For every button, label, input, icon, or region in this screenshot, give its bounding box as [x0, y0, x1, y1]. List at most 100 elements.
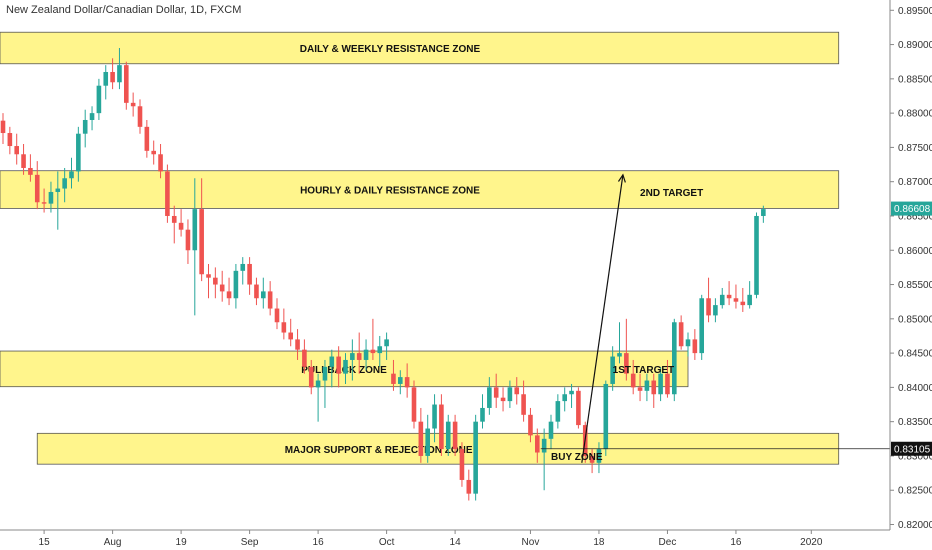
- candle-body: [651, 380, 657, 395]
- marked-level-tag: [891, 441, 932, 456]
- zones-layer: DAILY & WEEKLY RESISTANCE ZONE HOURLY & D…: [0, 31, 840, 465]
- candle-body: [466, 479, 472, 494]
- candle-body: [603, 383, 609, 450]
- candle-body: [699, 298, 704, 354]
- x-tick-label: Sep: [241, 537, 259, 548]
- candle-body: [178, 222, 184, 230]
- x-tick-label: 19: [176, 537, 188, 548]
- candle-body: [96, 85, 102, 114]
- candle-body: [28, 167, 33, 175]
- x-tick-label: 16: [730, 537, 742, 548]
- candle-body: [151, 150, 156, 155]
- x-tick-label: 2020: [800, 537, 823, 548]
- candle-body: [124, 65, 129, 103]
- candle-body: [89, 113, 95, 120]
- candle-body: [630, 373, 636, 388]
- candle-body: [384, 339, 389, 347]
- candle-body: [185, 229, 191, 251]
- x-tick-label: Aug: [104, 537, 122, 548]
- zone-label-4: MAJOR SUPPORT & REJECTION ZONE: [285, 445, 473, 456]
- candle-body: [254, 284, 259, 299]
- candle-body: [624, 353, 629, 374]
- candle-body: [692, 339, 698, 354]
- candle-body: [55, 188, 61, 192]
- annotation-buy-zone: BUY ZONE: [551, 452, 603, 463]
- y-tick-label: 0.84000: [898, 383, 932, 394]
- candle-body: [288, 332, 293, 340]
- y-tick-label: 0.82000: [898, 520, 932, 531]
- candle-body: [644, 380, 650, 391]
- candle-body: [665, 373, 670, 395]
- x-tick-label: Oct: [379, 537, 395, 548]
- candle-body: [377, 346, 383, 354]
- candle-body: [226, 291, 232, 299]
- y-tick-label: 0.88000: [898, 109, 932, 120]
- candle-body: [740, 301, 746, 306]
- candle-body: [41, 202, 47, 204]
- candle-body: [528, 414, 533, 436]
- price-axis: 0.89500 0.89000 0.88500 0.88000 0.87500 0.870…: [889, 0, 932, 531]
- candle-body: [562, 394, 567, 402]
- time-axis: Jul15Aug19Sep16Oct14Nov18Dec162020: [0, 529, 890, 548]
- candle-body: [370, 349, 376, 354]
- candle-body: [329, 356, 335, 367]
- candle-body: [733, 298, 739, 302]
- x-tick-label: Dec: [659, 537, 677, 548]
- candle-body: [637, 387, 643, 391]
- candle-body: [62, 178, 67, 189]
- candle-body: [706, 298, 711, 316]
- y-tick-label: 0.83500: [898, 417, 932, 428]
- annotation-1st-target: 1ST TARGET: [613, 365, 674, 376]
- y-tick-label: 0.89000: [898, 40, 932, 51]
- candle-body: [363, 349, 369, 360]
- zone-2: [0, 170, 840, 209]
- candle-body: [158, 154, 163, 172]
- candle-body: [165, 171, 170, 216]
- candle-body: [302, 349, 307, 367]
- candle-body: [34, 174, 40, 203]
- candle-body: [404, 377, 410, 388]
- candle-body: [480, 407, 485, 422]
- y-tick-label: 0.88500: [898, 74, 932, 85]
- candle-body: [493, 387, 499, 398]
- candle-body: [336, 356, 341, 374]
- candle-body: [261, 291, 266, 299]
- candle-body: [398, 377, 403, 384]
- candle-body: [521, 394, 526, 415]
- candle-body: [411, 387, 417, 422]
- candle-body: [610, 356, 615, 384]
- candle-body: [110, 71, 115, 83]
- candle-body: [281, 322, 287, 333]
- candle-body: [713, 305, 718, 316]
- y-tick-label: 0.85500: [898, 280, 932, 291]
- candle-body: [206, 274, 211, 278]
- candle-body: [473, 421, 478, 494]
- candles-layer: [0, 47, 766, 501]
- candle-body: [322, 366, 328, 381]
- candle-body: [103, 71, 109, 86]
- candle-body: [295, 339, 300, 350]
- candle-body: [199, 209, 204, 275]
- candle-body: [754, 215, 759, 295]
- x-tick-label: 14: [450, 537, 462, 548]
- y-tick-label: 0.82500: [898, 486, 932, 497]
- candle-body: [432, 404, 437, 429]
- candle-body: [452, 421, 458, 450]
- candle-body: [445, 421, 451, 450]
- y-tick-label: 0.86500: [898, 211, 932, 222]
- marked-level-tag-label: 0.83105: [894, 444, 931, 455]
- overlay-layer: 2ND TARGET 1ST TARGET BUY ZONE: [540, 173, 890, 463]
- candle-body: [7, 133, 13, 147]
- x-tick-label: 16: [313, 537, 325, 548]
- candle-body: [82, 119, 88, 134]
- candle-body: [617, 353, 622, 357]
- candle-body: [69, 171, 74, 179]
- candle-body: [541, 438, 547, 453]
- candle-body: [761, 209, 766, 216]
- target-arrow-line: [581, 174, 624, 463]
- current-price-tag: [891, 201, 932, 216]
- candle-body: [0, 120, 6, 134]
- candle-body: [589, 455, 595, 463]
- candle-body: [48, 191, 54, 204]
